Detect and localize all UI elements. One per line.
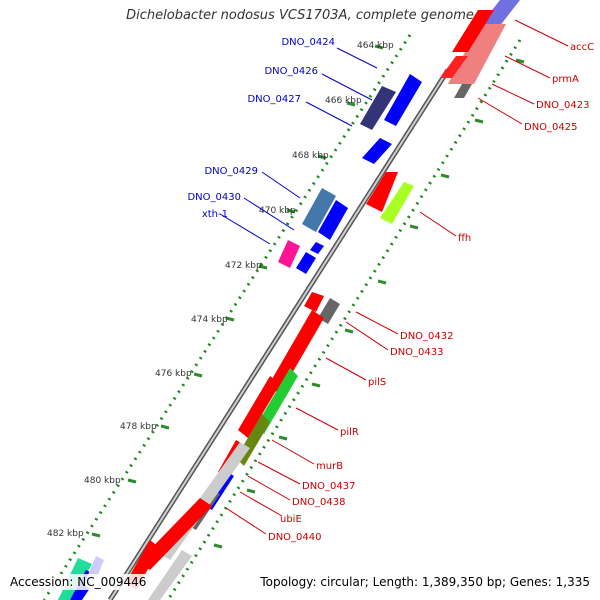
gene-pilR-g[interactable] [256,368,298,434]
gene-accC-fwd[interactable] [452,10,494,52]
gene-label[interactable]: DNO_0432 [400,331,454,342]
gene-label[interactable]: DNO_0438 [292,497,346,508]
gene-DNO_0430b[interactable] [310,242,324,254]
gene-DNO_0426[interactable] [384,74,422,126]
ruler-label: 470 kbp [259,206,296,216]
gene-DNO_0427b[interactable] [362,138,392,164]
ruler-label: 468 kbp [292,151,329,161]
gene-label[interactable]: DNO_0437 [302,481,356,492]
gene-DNO_0432[interactable] [318,298,340,324]
gene-label[interactable]: pilS [368,377,386,388]
map-title: Dichelobacter nodosus VCS1703A, complete… [126,8,474,23]
gene-gray-bottom[interactable] [148,550,192,600]
gene-DNO_0423[interactable] [440,56,468,78]
gene-pilS[interactable] [268,310,324,394]
gene-pilR[interactable] [238,376,280,438]
ruler-label: 464 kbp [357,41,394,51]
gene-DNO_0429[interactable] [302,188,336,232]
gene-label[interactable]: DNO_0440 [268,532,322,543]
gene-xth-1[interactable] [278,240,300,268]
left-callouts [219,47,378,245]
gene-label[interactable]: DNO_0433 [390,347,444,358]
reverse-genes [58,74,422,600]
gene-label[interactable]: prmA [552,74,579,85]
ruler-label: 478 kbp [120,422,157,432]
gene-label[interactable]: xth-1 [202,209,228,220]
gene-label[interactable]: ubiE [280,514,302,525]
gene-ffh[interactable] [366,172,398,212]
gene-DNO_0427[interactable] [360,86,396,130]
ruler-label: 472 kbp [225,261,262,271]
gene-label[interactable]: DNO_0424 [281,37,335,48]
gene-DNO_0430[interactable] [318,200,348,240]
gene-pilS-a[interactable] [304,292,324,312]
gene-label[interactable]: DNO_0430 [187,192,241,203]
gene-label[interactable]: DNO_0429 [204,166,258,177]
ruler-label: 482 kbp [47,529,84,539]
gene-label[interactable]: pilR [340,427,359,438]
topology-text: Topology: circular; Length: 1,389,350 bp… [258,574,592,590]
ruler-label: 480 kbp [84,476,121,486]
ruler-label: 474 kbp [191,315,228,325]
ruler-label: 476 kbp [155,369,192,379]
right-callouts [225,19,569,535]
gene-label[interactable]: DNO_0426 [264,66,318,77]
ruler-label: 466 kbp [325,96,362,106]
gene-label[interactable]: DNO_0423 [536,100,590,111]
gene-xth-1b[interactable] [296,252,316,274]
forward-genes [126,0,520,600]
gene-label[interactable]: DNO_0425 [524,122,578,133]
gene-label[interactable]: DNO_0427 [247,94,301,105]
gene-prmA[interactable] [448,24,506,84]
gene-DNO_0425[interactable] [454,84,472,98]
gene-label[interactable]: accC [570,42,594,53]
tick-marks [91,44,525,549]
accession-text: Accession: NC_009446 [8,574,149,590]
backbone [107,68,451,600]
gene-label[interactable]: ffh [458,233,471,244]
gene-ffh-hl[interactable] [380,182,414,224]
gene-label[interactable]: murB [316,461,343,472]
